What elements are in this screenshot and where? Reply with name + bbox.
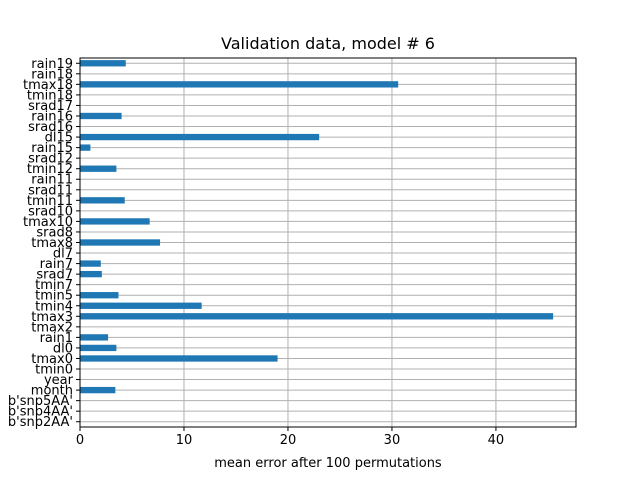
y-tick-label: tmax0 — [31, 352, 73, 367]
y-tick-label: rain15 — [31, 141, 73, 156]
bar-rain16 — [80, 112, 122, 120]
y-tick-label: tmin7 — [35, 278, 73, 293]
bar-rain15 — [80, 144, 91, 151]
y-tick-label: rain7 — [40, 257, 73, 272]
x-tick-label: 20 — [280, 433, 297, 448]
grid-lines — [79, 58, 576, 427]
bar-tmin4 — [80, 302, 202, 309]
y-tick-label: srad16 — [28, 120, 73, 135]
y-tick-label: rain16 — [31, 109, 73, 124]
y-tick-label: tmin0 — [35, 363, 73, 378]
bar-month — [80, 386, 116, 394]
y-tick-label: tmax8 — [31, 236, 73, 251]
y-tick-label: tmin12 — [27, 162, 73, 177]
bar-dl0 — [80, 344, 117, 352]
y-tick-label: srad10 — [28, 204, 73, 219]
bar-tmin12 — [80, 165, 117, 172]
chart-title: Validation data, model # 6 — [221, 34, 435, 53]
bar-tmax3 — [80, 313, 554, 320]
y-tick-label: b'snp2AA' — [8, 415, 73, 430]
y-tick-label: tmin18 — [27, 88, 73, 103]
x-axis-ticks: 0 10 20 30 40 — [76, 427, 504, 448]
y-tick-label: rain11 — [31, 173, 73, 188]
bar-rain19 — [80, 60, 126, 67]
y-tick-label: tmax3 — [31, 310, 73, 325]
bar-tmin11 — [80, 197, 125, 204]
x-tick-label: 40 — [488, 433, 505, 448]
y-tick-label: tmax10 — [23, 215, 73, 230]
y-tick-label: tmax18 — [23, 78, 73, 93]
y-tick-label: tmin4 — [35, 299, 73, 314]
x-tick-label: 0 — [76, 433, 84, 448]
y-tick-label: rain18 — [31, 67, 73, 82]
y-tick-label: tmin11 — [27, 194, 73, 209]
y-tick-label: srad8 — [36, 225, 73, 240]
y-tick-label: rain1 — [40, 331, 73, 346]
y-tick-label: month — [31, 384, 73, 399]
y-tick-label: b'snp5AA' — [8, 394, 73, 409]
y-tick-label: dl15 — [45, 131, 73, 146]
y-axis-ticks: rain19rain18tmax18tmin18srad17rain16srad… — [8, 57, 80, 430]
bar-tmax10 — [80, 218, 150, 225]
y-tick-label: year — [44, 373, 74, 388]
y-tick-label: dl0 — [53, 341, 73, 356]
bar-tmin5 — [80, 292, 119, 299]
bar-tmax18 — [80, 81, 399, 88]
y-tick-label: rain19 — [31, 57, 73, 72]
y-tick-label: tmax2 — [31, 320, 73, 335]
bar-dl15 — [80, 133, 320, 141]
y-tick-label: tmin5 — [35, 289, 73, 304]
y-tick-label: b'snp4AA' — [8, 405, 73, 420]
x-tick-label: 30 — [384, 433, 401, 448]
bar-tmax0 — [80, 355, 278, 362]
y-tick-label: srad11 — [28, 183, 73, 198]
x-axis-label: mean error after 100 permutations — [214, 456, 442, 471]
bar-srad7 — [80, 270, 102, 278]
y-tick-label: dl7 — [53, 247, 73, 262]
y-tick-label: srad17 — [28, 99, 73, 114]
bar-tmax8 — [80, 239, 161, 246]
bar-rain1 — [80, 334, 109, 341]
y-tick-label: srad12 — [28, 152, 73, 167]
y-tick-label: srad7 — [36, 268, 73, 283]
bars — [80, 60, 554, 394]
x-tick-label: 10 — [176, 433, 193, 448]
bar-rain7 — [80, 260, 101, 267]
